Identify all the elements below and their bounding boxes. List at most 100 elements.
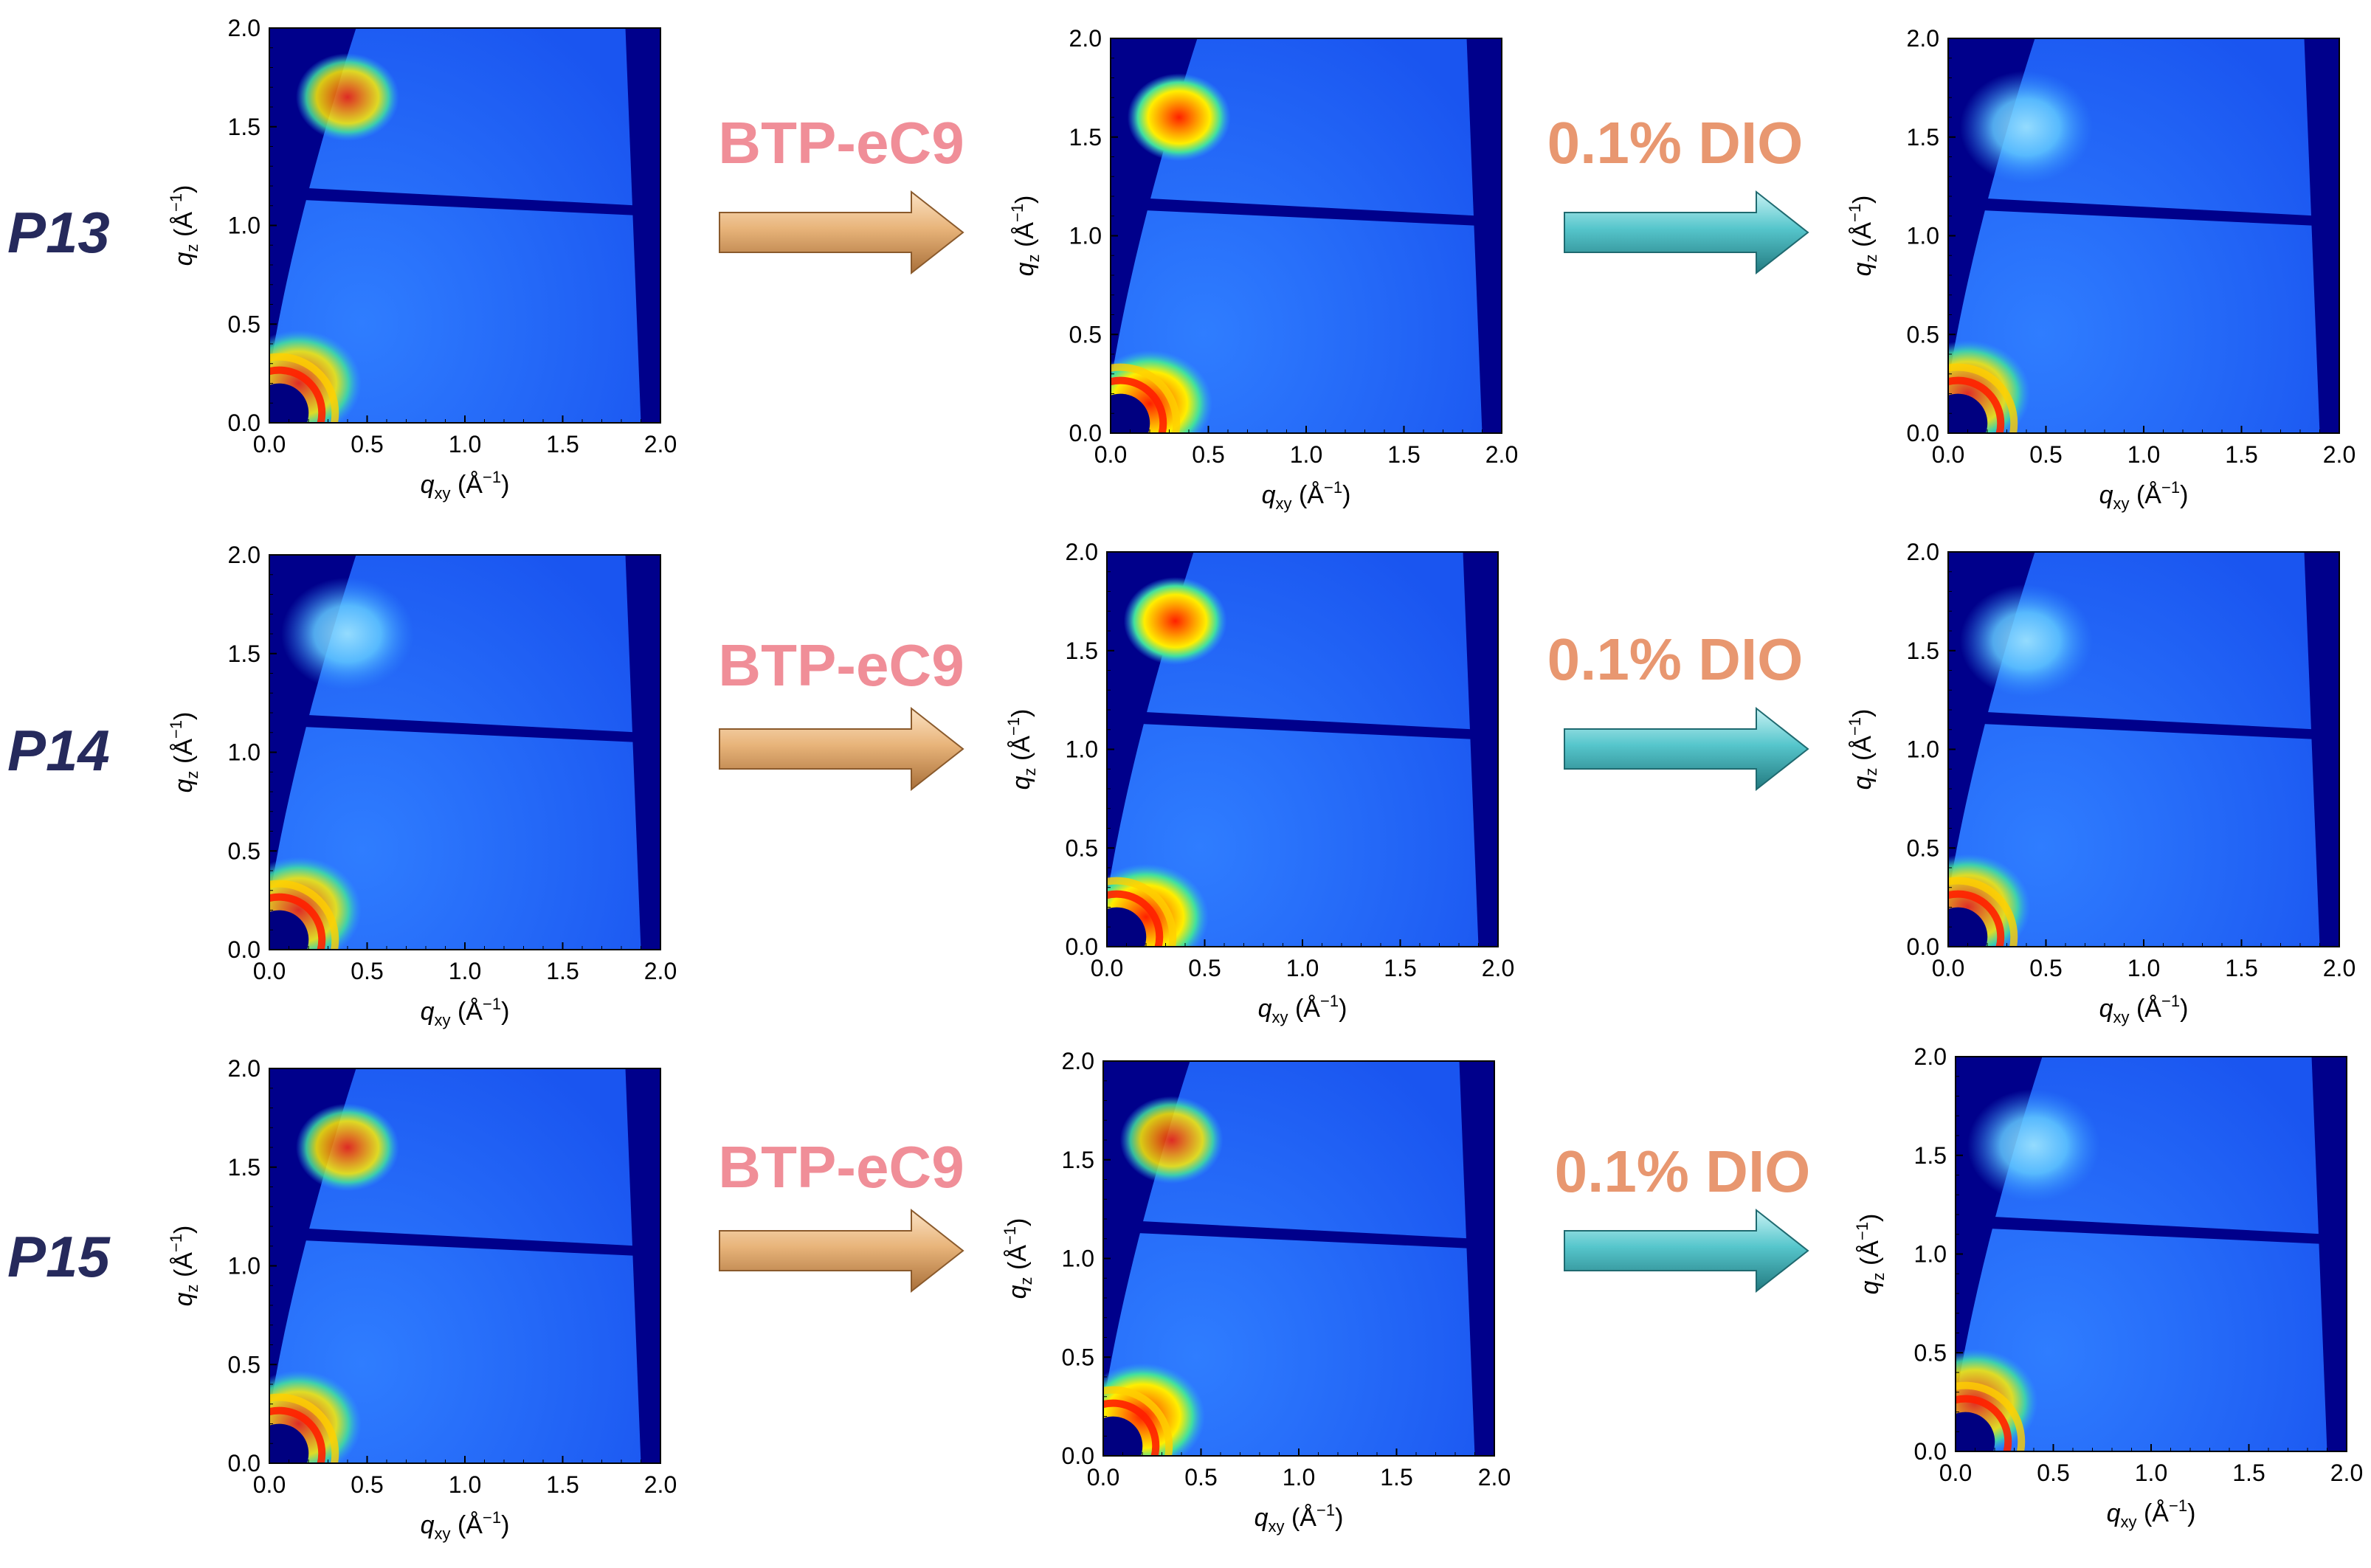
detector-region xyxy=(1956,1057,2327,1451)
beamstop xyxy=(269,1423,309,1463)
y-tick-label: 0.5 xyxy=(1907,835,1939,861)
y-tick-label: 1.0 xyxy=(1069,223,1102,249)
step-label-btp-row1: BTP-eC9 xyxy=(718,110,964,176)
x-tick-label: 2.0 xyxy=(1478,1464,1511,1491)
y-tick-label: 0.5 xyxy=(1066,835,1098,861)
lamellar-ring xyxy=(1107,877,1177,947)
lamellar-ring xyxy=(1103,1386,1173,1456)
scattering-peak xyxy=(1967,1088,2100,1202)
x-tick-label: 0.5 xyxy=(2037,1460,2069,1486)
x-axis-label: qxy (Å−1) xyxy=(2099,478,2189,513)
detector-gap xyxy=(1139,198,1483,227)
y-tick-label: 0.0 xyxy=(1907,420,1939,446)
x-tick-label: 0.5 xyxy=(351,958,383,984)
y-tick-label: 1.0 xyxy=(228,213,260,239)
detector-gap xyxy=(1977,711,2320,740)
y-tick-label: 2.0 xyxy=(1907,539,1939,565)
y-tick-label: 1.0 xyxy=(1066,736,1098,763)
gixd-panel: 0.0 0.5 1.0 1.5 2.0 0.0 0.5 1.0 1.5 2.0 qxy (Å−1) q… xyxy=(1008,25,1518,513)
lamellar-ring xyxy=(1103,1399,1160,1456)
lamellar-ring xyxy=(1956,1381,2026,1451)
lamellar-ring xyxy=(1956,1395,2012,1451)
x-tick-label: 1.5 xyxy=(2225,441,2257,468)
beamstop xyxy=(1948,907,1988,947)
x-tick-label: 0.5 xyxy=(2029,955,2062,981)
x-tick-label: 1.0 xyxy=(449,1471,481,1498)
detector-gap xyxy=(298,1228,641,1257)
gixd-panel: 0.0 0.5 1.0 1.5 2.0 0.0 0.5 1.0 1.5 2.0 qxy (Å−1) q… xyxy=(167,1055,677,1543)
x-tick-label: 1.0 xyxy=(449,958,481,984)
x-tick-label: 1.0 xyxy=(1283,1464,1315,1491)
y-tick-label: 2.0 xyxy=(228,15,260,41)
y-tick-label: 1.5 xyxy=(1069,124,1102,151)
detector-gap xyxy=(1136,711,1479,740)
x-tick-label: 2.0 xyxy=(2323,955,2356,981)
lamellar-ring xyxy=(269,893,326,950)
y-tick-label: 0.0 xyxy=(228,936,260,963)
arrow-btp xyxy=(719,706,964,792)
x-tick-label: 0.5 xyxy=(1192,441,1224,468)
lamellar-ring xyxy=(269,1406,326,1463)
y-axis-label: qz (Å−1) xyxy=(1853,1214,1888,1295)
x-axis-label: qxy (Å−1) xyxy=(2107,1496,2196,1531)
y-tick-label: 2.0 xyxy=(228,542,260,568)
x-tick-label: 1.0 xyxy=(1290,441,1322,468)
scattering-peak xyxy=(1123,577,1227,666)
x-tick-label: 1.0 xyxy=(1286,955,1319,981)
x-axis-label: qxy (Å−1) xyxy=(421,1508,510,1543)
y-tick-label: 1.0 xyxy=(1907,223,1939,249)
detector-region xyxy=(1103,1061,1475,1456)
y-tick-label: 0.0 xyxy=(228,1450,260,1477)
x-axis-label: qxy (Å−1) xyxy=(1262,478,1351,513)
y-tick-label: 1.0 xyxy=(228,739,260,766)
scattering-peak xyxy=(1127,73,1231,162)
x-axis-label: qxy (Å−1) xyxy=(421,995,510,1029)
y-tick-label: 1.0 xyxy=(1907,736,1939,763)
detector-region xyxy=(1948,38,2320,433)
x-tick-label: 0.0 xyxy=(1087,1464,1119,1491)
x-tick-label: 1.5 xyxy=(546,431,579,457)
x-tick-label: 0.0 xyxy=(1091,955,1123,981)
y-tick-label: 0.5 xyxy=(228,311,260,337)
y-tick-label: 2.0 xyxy=(1066,539,1098,565)
detector-gap xyxy=(298,714,641,743)
y-tick-label: 2.0 xyxy=(1914,1043,1947,1070)
y-tick-label: 1.0 xyxy=(1062,1246,1094,1272)
y-tick-label: 0.0 xyxy=(1907,933,1939,960)
x-tick-label: 0.0 xyxy=(1932,955,1964,981)
lamellar-ring xyxy=(1948,363,2018,433)
x-tick-label: 0.0 xyxy=(253,958,286,984)
beamstop xyxy=(1956,1412,1995,1451)
y-tick-label: 0.5 xyxy=(1907,321,1939,348)
step-label-btp-row2: BTP-eC9 xyxy=(718,632,964,698)
y-tick-label: 0.0 xyxy=(1062,1443,1094,1469)
beamstop xyxy=(1948,393,1988,433)
x-tick-label: 0.5 xyxy=(2029,441,2062,468)
lamellar-ring xyxy=(269,1393,339,1463)
scattering-peak xyxy=(281,577,414,691)
lamellar-ring xyxy=(1948,376,2005,433)
y-tick-label: 0.5 xyxy=(228,837,260,864)
arrow-dio xyxy=(1564,190,1809,275)
scattering-peak xyxy=(296,53,399,142)
beamstop xyxy=(1107,907,1147,947)
y-tick-label: 1.5 xyxy=(1907,638,1939,664)
y-tick-label: 1.5 xyxy=(1062,1147,1094,1173)
beamstop xyxy=(1111,393,1150,433)
lamellar-ring xyxy=(1948,877,2018,947)
y-tick-label: 1.5 xyxy=(228,114,260,140)
scattering-peak xyxy=(1960,584,2093,697)
step-label-dio-row1: 0.1% DIO xyxy=(1547,110,1804,176)
y-axis-label: qz (Å−1) xyxy=(167,185,201,266)
detector-gap xyxy=(1977,198,2320,227)
x-tick-label: 0.5 xyxy=(351,431,383,457)
y-tick-label: 1.5 xyxy=(228,640,260,667)
arrow-dio xyxy=(1564,706,1809,792)
x-tick-label: 1.5 xyxy=(2232,1460,2265,1486)
y-tick-label: 1.0 xyxy=(228,1253,260,1279)
y-tick-label: 2.0 xyxy=(228,1055,260,1082)
beamstop xyxy=(1103,1416,1143,1456)
row-label-p14: P14 xyxy=(7,718,110,783)
x-tick-label: 1.5 xyxy=(546,1471,579,1498)
